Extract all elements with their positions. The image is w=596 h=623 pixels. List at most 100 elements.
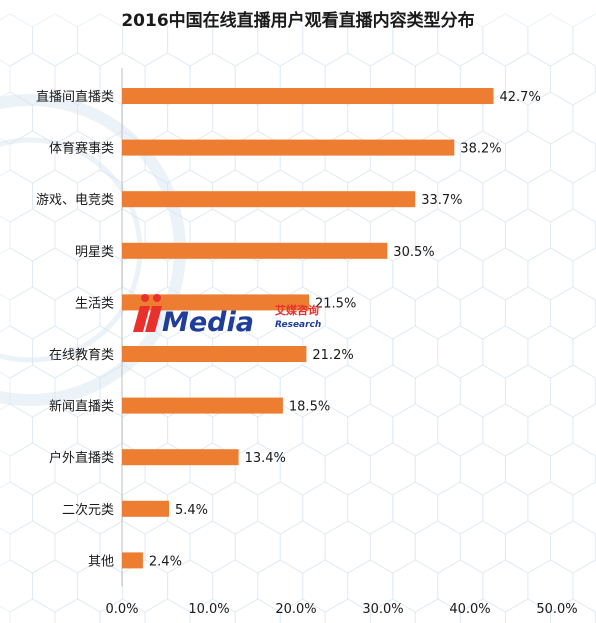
hex-cell [324,364,371,418]
hex-cell [324,130,371,184]
hex-cell [482,403,529,457]
value-label: 21.2% [312,348,353,363]
x-tick-label: 40.0% [449,602,490,617]
watermark-sub: Research [275,320,321,330]
hex-cell [369,130,416,184]
hex-cell [279,598,326,623]
hex-cell [0,169,33,223]
hex-cell [504,286,551,340]
hex-cell [482,247,529,301]
category-label: 直播间直播类 [36,90,114,105]
category-label: 户外直播类 [49,450,114,466]
hex-cell [414,520,461,574]
hex-cell [504,364,551,418]
value-label: 5.4% [175,503,208,518]
hex-cell [279,520,326,574]
value-label: 33.7% [421,193,462,208]
bar [122,397,283,414]
hex-cell [549,52,596,106]
hex-cell [369,598,416,623]
hex-cell [302,481,349,535]
hex-cell [0,325,33,379]
hex-cell [324,286,371,340]
value-label: 30.5% [393,245,434,260]
hex-cell [324,520,371,574]
hex-cell [189,130,236,184]
bar [122,139,455,156]
bar [122,500,169,517]
hex-cell [572,481,596,535]
hex-cell [549,598,596,623]
hex-cell [9,286,56,340]
hex-cell [572,325,596,379]
hex-cell [392,403,439,457]
hex-cell [324,598,371,623]
hex-cell [482,481,529,535]
hex-cell [279,442,326,496]
category-label: 在线教育类 [49,347,114,363]
hex-cell [549,364,596,418]
imedia-logo-icon [133,294,162,332]
decor-ring [0,137,143,363]
category-label: 二次元类 [62,502,114,518]
hex-cell [414,598,461,623]
hex-cell [0,481,33,535]
category-label: 体育赛事类 [49,141,114,157]
plot-area: 直播间直播类 42.7% 体育赛事类 38.2% 游戏、电竞类 33.7% 明星类 30.5%… [36,68,578,617]
hex-cell [144,598,191,623]
hex-cell [369,520,416,574]
hex-cell [392,325,439,379]
hex-cell [459,598,506,623]
hex-cell [459,208,506,262]
hex-cell [234,520,281,574]
value-label: 2.4% [149,554,182,569]
bar [122,191,416,208]
hex-cell [527,325,574,379]
hex-cell [0,247,33,301]
hex-cell [324,442,371,496]
hex-cell [279,130,326,184]
hex-cell [572,247,596,301]
imedia-watermark-logo: Media 艾媒咨询 Research [133,294,321,338]
hex-cell [99,598,146,623]
hex-cell [32,559,78,613]
watermark-brand: Media [162,307,254,338]
value-label: 13.4% [245,451,286,466]
bar [122,294,309,311]
value-label: 21.5% [315,296,356,311]
hex-cell [459,130,506,184]
bar [122,88,494,104]
hex-cell [189,598,236,623]
hex-cell [572,403,596,457]
x-tick-label: 10.0% [188,602,229,617]
x-tick-label: 30.0% [362,602,403,617]
hex-cell [572,91,596,145]
hex-cell [369,286,416,340]
hex-cell [549,208,596,262]
x-tick-label: 0.0% [105,602,138,617]
category-label: 新闻直播类 [49,399,114,415]
category-label: 生活类 [75,296,114,311]
hex-cell [549,442,596,496]
hex-cell [0,13,33,67]
hex-cell [504,598,551,623]
x-tick-label: 20.0% [275,602,316,617]
hex-cell [459,442,506,496]
hex-cell [549,286,596,340]
hex-cell [504,520,551,574]
chart-title: 2016中国在线直播用户观看直播内容类型分布 [121,10,474,31]
hex-cell [549,520,596,574]
hex-cell [0,403,33,457]
hex-cell [392,481,439,535]
hex-cell [527,169,574,223]
value-label: 18.5% [289,400,330,415]
hex-cell [437,247,484,301]
bar [122,449,239,466]
hex-cell [414,130,461,184]
category-label: 其他 [88,554,114,569]
hex-cell [459,364,506,418]
hex-cell [482,169,529,223]
hex-cell [504,442,551,496]
hex-cell [347,403,394,457]
